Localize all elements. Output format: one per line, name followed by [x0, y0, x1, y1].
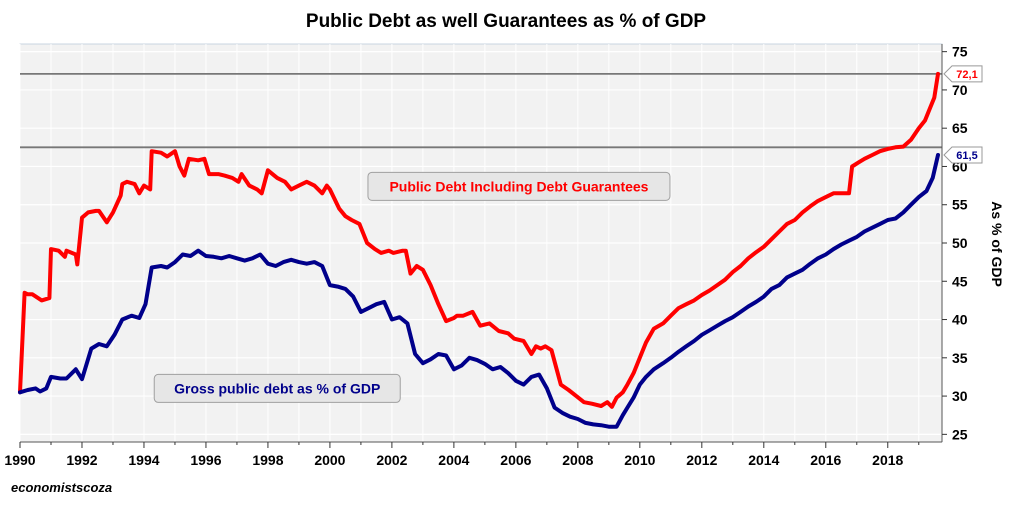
- series-annotations: 72,1 61,5 Public Debt Including Debt Guara…: [153, 65, 983, 403]
- y-tick-label: 50: [952, 235, 968, 251]
- x-tick-label: 2018: [872, 452, 903, 468]
- end-value-callout-1: 61,5: [943, 146, 983, 164]
- x-tick-label: 1994: [128, 452, 159, 468]
- x-tick-label: 2006: [500, 452, 531, 468]
- axes: 1990 1992 1994 1996 1998 2000 2002 2004 2006 2008…: [4, 44, 967, 468]
- y-tick-label: 25: [952, 426, 968, 442]
- y-tick-label: 35: [952, 350, 968, 366]
- y-tick-label: 70: [952, 82, 968, 98]
- y-axis-label: As % of GDP: [989, 201, 1005, 287]
- x-tick-label: 2008: [562, 452, 593, 468]
- series-annotation-box-0: Public Debt Including Debt Guarantees: [367, 171, 671, 201]
- y-tick-label: 40: [952, 312, 968, 328]
- series-annotation-box-1: Gross public debt as % of GDP: [153, 373, 401, 403]
- x-tick-label: 1992: [66, 452, 97, 468]
- series-layer: [18, 71, 940, 429]
- series-line-0: [18, 71, 940, 409]
- x-tick-label: 2016: [810, 452, 841, 468]
- x-tick-label: 2000: [314, 452, 345, 468]
- x-tick-label: 2010: [624, 452, 655, 468]
- y-tick-label: 65: [952, 120, 968, 136]
- series-annotation-text: Gross public debt as % of GDP: [174, 380, 380, 396]
- series-annotation-text: Public Debt Including Debt Guarantees: [389, 178, 648, 194]
- y-tick-label: 30: [952, 388, 968, 404]
- x-tick-label: 2002: [376, 452, 407, 468]
- x-tick-label: 1998: [252, 452, 283, 468]
- reference-lines: [20, 72, 942, 149]
- chart-title: Public Debt as well Guarantees as % of G…: [306, 11, 707, 32]
- y-tick-label: 45: [952, 273, 968, 289]
- y-tick-label: 75: [952, 44, 968, 60]
- x-tick-label: 2004: [438, 452, 469, 468]
- x-tick-label: 2012: [686, 452, 717, 468]
- credit-label: economistscoza: [11, 480, 112, 495]
- x-tick-label: 1996: [190, 452, 221, 468]
- x-tick-label: 1990: [4, 452, 35, 468]
- series-line-1: [18, 153, 940, 429]
- y-tick-label: 55: [952, 197, 968, 213]
- x-tick-label: 2014: [748, 452, 779, 468]
- end-value-callout-0: 72,1: [943, 65, 983, 83]
- end-value-label: 72,1: [956, 69, 977, 81]
- end-value-label: 61,5: [956, 150, 977, 162]
